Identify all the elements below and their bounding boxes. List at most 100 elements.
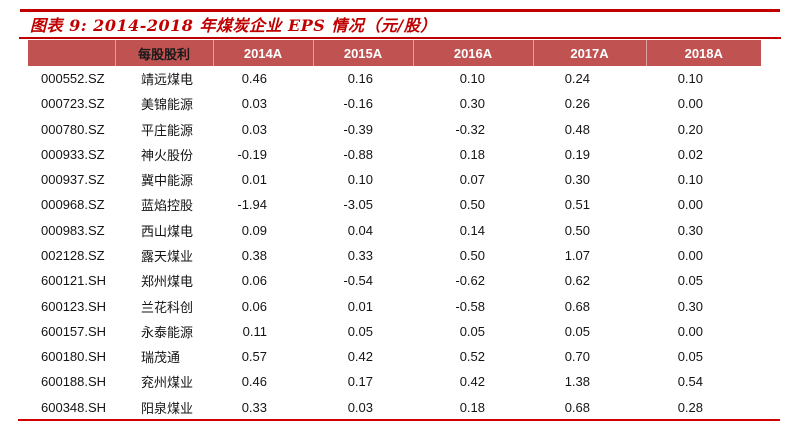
eps-value-2018a: 0.00 xyxy=(677,96,703,112)
eps-value-2016a: 0.14 xyxy=(459,222,485,238)
table-row: 000968.SZ 蓝焰控股 -1.94 -3.05 0.50 0.51 0.00 xyxy=(28,192,761,217)
eps-value-2018a: 0.30 xyxy=(677,298,703,314)
eps-value-2016a: -0.58 xyxy=(455,298,485,314)
eps-value-2017a: 0.51 xyxy=(564,197,590,213)
title-bottom-rule xyxy=(19,37,781,39)
eps-value-2014a: 0.38 xyxy=(241,247,267,263)
eps-value-2017a: 1.07 xyxy=(564,247,590,263)
eps-value-2018a: 0.00 xyxy=(677,197,703,213)
stock-code: 002128.SZ xyxy=(41,247,105,263)
eps-table: 每股股利 2014A 2015A 2016A 2017A 2018A 00055… xyxy=(28,40,761,420)
table-row: 600123.SH 兰花科创 0.06 0.01 -0.58 0.68 0.30 xyxy=(28,293,761,318)
eps-value-2018a: 0.20 xyxy=(677,121,703,137)
stock-code: 600121.SH xyxy=(41,273,107,289)
company-name: 阳泉煤业 xyxy=(141,401,194,417)
eps-value-2015a: 0.33 xyxy=(347,247,373,263)
stock-code: 600348.SH xyxy=(41,399,107,415)
eps-value-2015a: 0.16 xyxy=(347,71,373,87)
stock-code: 000933.SZ xyxy=(41,146,105,162)
title-top-rule xyxy=(20,9,780,12)
stock-code: 000937.SZ xyxy=(41,172,105,188)
eps-value-2015a: 0.17 xyxy=(347,374,373,390)
header-row: 每股股利 2014A 2015A 2016A 2017A 2018A xyxy=(28,40,761,66)
table-row: 000780.SZ 平庄能源 0.03 -0.39 -0.32 0.48 0.20 xyxy=(28,117,761,142)
eps-value-2016a: 0.30 xyxy=(459,96,485,112)
eps-value-2018a: 0.54 xyxy=(677,374,703,390)
company-name: 露天煤业 xyxy=(141,249,194,265)
eps-value-2017a: 0.50 xyxy=(564,222,590,238)
eps-value-2016a: 0.18 xyxy=(459,146,485,162)
company-name: 瑞茂通 xyxy=(141,351,181,367)
table-row: 600188.SH 兖州煤业 0.46 0.17 0.42 1.38 0.54 xyxy=(28,369,761,394)
header-cell-code xyxy=(28,40,115,66)
table-row: 000933.SZ 神火股份 -0.19 -0.88 0.18 0.19 0.02 xyxy=(28,142,761,167)
company-name: 靖远煤电 xyxy=(141,73,194,89)
eps-value-2014a: -1.94 xyxy=(237,197,267,213)
eps-value-2017a: 0.68 xyxy=(564,298,590,314)
eps-value-2017a: 0.24 xyxy=(564,71,590,87)
table-row: 600121.SH 郑州煤电 0.06 -0.54 -0.62 0.62 0.05 xyxy=(28,268,761,293)
eps-value-2015a: -0.39 xyxy=(343,121,373,137)
company-name: 永泰能源 xyxy=(141,325,194,341)
company-name: 神火股份 xyxy=(141,148,194,164)
eps-value-2015a: -3.05 xyxy=(343,197,373,213)
eps-value-2016a: 0.18 xyxy=(459,399,485,415)
eps-value-2015a: 0.04 xyxy=(347,222,373,238)
eps-value-2014a: 0.09 xyxy=(241,222,267,238)
stock-code: 600123.SH xyxy=(41,298,107,314)
table-row: 002128.SZ 露天煤业 0.38 0.33 0.50 1.07 0.00 xyxy=(28,243,761,268)
eps-value-2016a: 0.50 xyxy=(459,247,485,263)
eps-value-2015a: 0.03 xyxy=(347,399,373,415)
eps-table-header: 每股股利 2014A 2015A 2016A 2017A 2018A xyxy=(28,40,761,66)
eps-value-2015a: 0.42 xyxy=(347,349,373,365)
eps-value-2014a: 0.33 xyxy=(241,399,267,415)
company-name: 兖州煤业 xyxy=(141,376,194,392)
table-row: 000723.SZ 美锦能源 0.03 -0.16 0.30 0.26 0.00 xyxy=(28,91,761,116)
eps-value-2015a: -0.16 xyxy=(343,96,373,112)
table-row: 000983.SZ 西山煤电 0.09 0.04 0.14 0.50 0.30 xyxy=(28,218,761,243)
stock-code: 600157.SH xyxy=(41,323,107,339)
eps-value-2018a: 0.05 xyxy=(677,273,703,289)
stock-code: 600188.SH xyxy=(41,374,107,390)
eps-value-2017a: 0.68 xyxy=(564,399,590,415)
table-row: 600180.SH 瑞茂通 0.57 0.42 0.52 0.70 0.05 xyxy=(28,344,761,369)
header-cell-2018a: 2018A xyxy=(645,40,761,66)
header-cell-2015a: 2015A xyxy=(312,40,413,66)
table-row: 000937.SZ 冀中能源 0.01 0.10 0.07 0.30 0.10 xyxy=(28,167,761,192)
table-row: 600348.SH 阳泉煤业 0.33 0.03 0.18 0.68 0.28 xyxy=(28,394,761,419)
eps-value-2017a: 1.38 xyxy=(564,374,590,390)
header-cell-2016a: 2016A xyxy=(412,40,533,66)
eps-value-2018a: 0.10 xyxy=(677,172,703,188)
stock-code: 000780.SZ xyxy=(41,121,105,137)
stock-code: 000552.SZ xyxy=(41,71,105,87)
eps-value-2016a: 0.52 xyxy=(459,349,485,365)
eps-value-2014a: 0.46 xyxy=(241,71,267,87)
eps-value-2014a: 0.01 xyxy=(241,172,267,188)
company-name: 郑州煤电 xyxy=(141,275,194,291)
eps-table-body: 000552.SZ 靖远煤电 0.46 0.16 0.10 0.24 0.10 000723.… xyxy=(28,66,761,420)
stock-code: 000983.SZ xyxy=(41,222,105,238)
eps-value-2016a: -0.32 xyxy=(455,121,485,137)
eps-value-2015a: -0.54 xyxy=(343,273,373,289)
eps-value-2018a: 0.00 xyxy=(677,247,703,263)
eps-value-2018a: 0.00 xyxy=(677,323,703,339)
eps-value-2016a: 0.05 xyxy=(459,323,485,339)
eps-value-2014a: -0.19 xyxy=(237,146,267,162)
eps-value-2017a: 0.26 xyxy=(564,96,590,112)
stock-code: 600180.SH xyxy=(41,349,107,365)
eps-value-2015a: 0.10 xyxy=(347,172,373,188)
header-cell-2017a: 2017A xyxy=(532,40,646,66)
eps-value-2014a: 0.57 xyxy=(241,349,267,365)
figure-title: 图表 9: 2014-2018 年煤炭企业 EPS 情况（元/股） xyxy=(30,16,437,35)
eps-value-2017a: 0.05 xyxy=(564,323,590,339)
company-name: 蓝焰控股 xyxy=(141,199,194,215)
eps-value-2016a: -0.62 xyxy=(455,273,485,289)
eps-value-2018a: 0.10 xyxy=(677,71,703,87)
eps-value-2018a: 0.28 xyxy=(677,399,703,415)
company-name: 冀中能源 xyxy=(141,174,194,190)
eps-value-2017a: 0.70 xyxy=(564,349,590,365)
table-row: 000552.SZ 靖远煤电 0.46 0.16 0.10 0.24 0.10 xyxy=(28,66,761,91)
eps-value-2016a: 0.10 xyxy=(459,71,485,87)
eps-value-2014a: 0.03 xyxy=(241,121,267,137)
eps-value-2018a: 0.02 xyxy=(677,146,703,162)
